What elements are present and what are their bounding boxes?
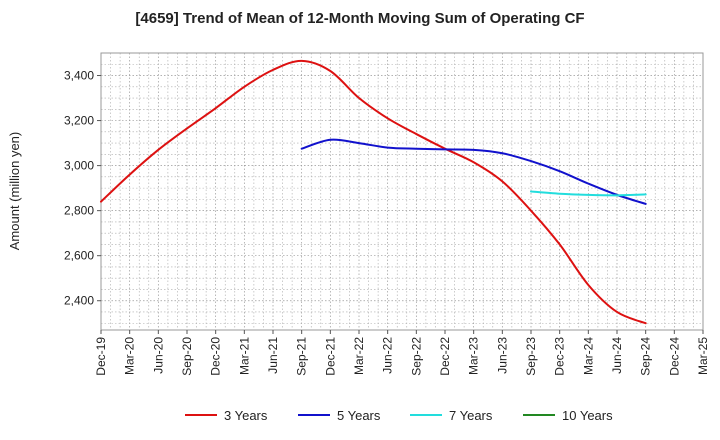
x-tick-label: Jun-23 [495, 337, 509, 374]
y-axis: 2,400 2,600 2,800 3,000 3,200 3,400 [64, 69, 101, 308]
x-tick-label: Dec-21 [323, 337, 337, 376]
x-tick-label: Sep-23 [524, 337, 538, 376]
y-tick-label: 3,200 [64, 114, 94, 128]
x-tick-label: Dec-22 [438, 337, 452, 376]
plot-area [100, 52, 704, 331]
legend-label-5-years: 5 Years [337, 408, 381, 423]
grid [101, 53, 703, 330]
x-tick-label: Mar-24 [581, 337, 595, 375]
series-lines [100, 59, 647, 325]
y-axis-title: Amount (million yen) [7, 132, 22, 251]
x-tick-label: Sep-21 [295, 337, 309, 376]
x-tick-label: Mar-21 [237, 337, 251, 375]
series-line-3-years [100, 59, 647, 325]
x-tick-label: Mar-25 [696, 337, 710, 375]
series-line-5-years [300, 138, 647, 205]
y-tick-label: 3,400 [64, 69, 94, 83]
x-tick-label: Sep-20 [180, 337, 194, 376]
legend: 3 Years 5 Years 7 Years 10 Years [185, 408, 613, 423]
x-tick-label: Jun-20 [151, 337, 165, 374]
x-tick-label: Jun-21 [266, 337, 280, 374]
y-tick-label: 2,400 [64, 294, 94, 308]
x-tick-label: Dec-23 [553, 337, 567, 376]
x-tick-label: Sep-24 [639, 337, 653, 376]
x-tick-label: Mar-23 [467, 337, 481, 375]
legend-label-3-years: 3 Years [224, 408, 268, 423]
x-tick-label: Mar-22 [352, 337, 366, 375]
y-tick-label: 2,600 [64, 249, 94, 263]
legend-label-10-years: 10 Years [562, 408, 613, 423]
y-tick-label: 3,000 [64, 159, 94, 173]
x-axis: Dec-19 Mar-20 Jun-20 Sep-20 Dec-20 Mar-21 Jun-… [94, 330, 710, 376]
x-tick-label: Jun-22 [381, 337, 395, 374]
x-tick-label: Dec-20 [209, 337, 223, 376]
series-line-7-years [530, 190, 647, 197]
x-tick-label: Dec-19 [94, 337, 108, 376]
x-tick-label: Mar-20 [123, 337, 137, 375]
chart-title: [4659] Trend of Mean of 12-Month Moving … [135, 10, 585, 27]
y-tick-label: 2,800 [64, 204, 94, 218]
legend-label-7-years: 7 Years [449, 408, 493, 423]
x-tick-label: Dec-24 [667, 337, 681, 376]
x-tick-label: Jun-24 [610, 337, 624, 374]
x-tick-label: Sep-22 [409, 337, 423, 376]
